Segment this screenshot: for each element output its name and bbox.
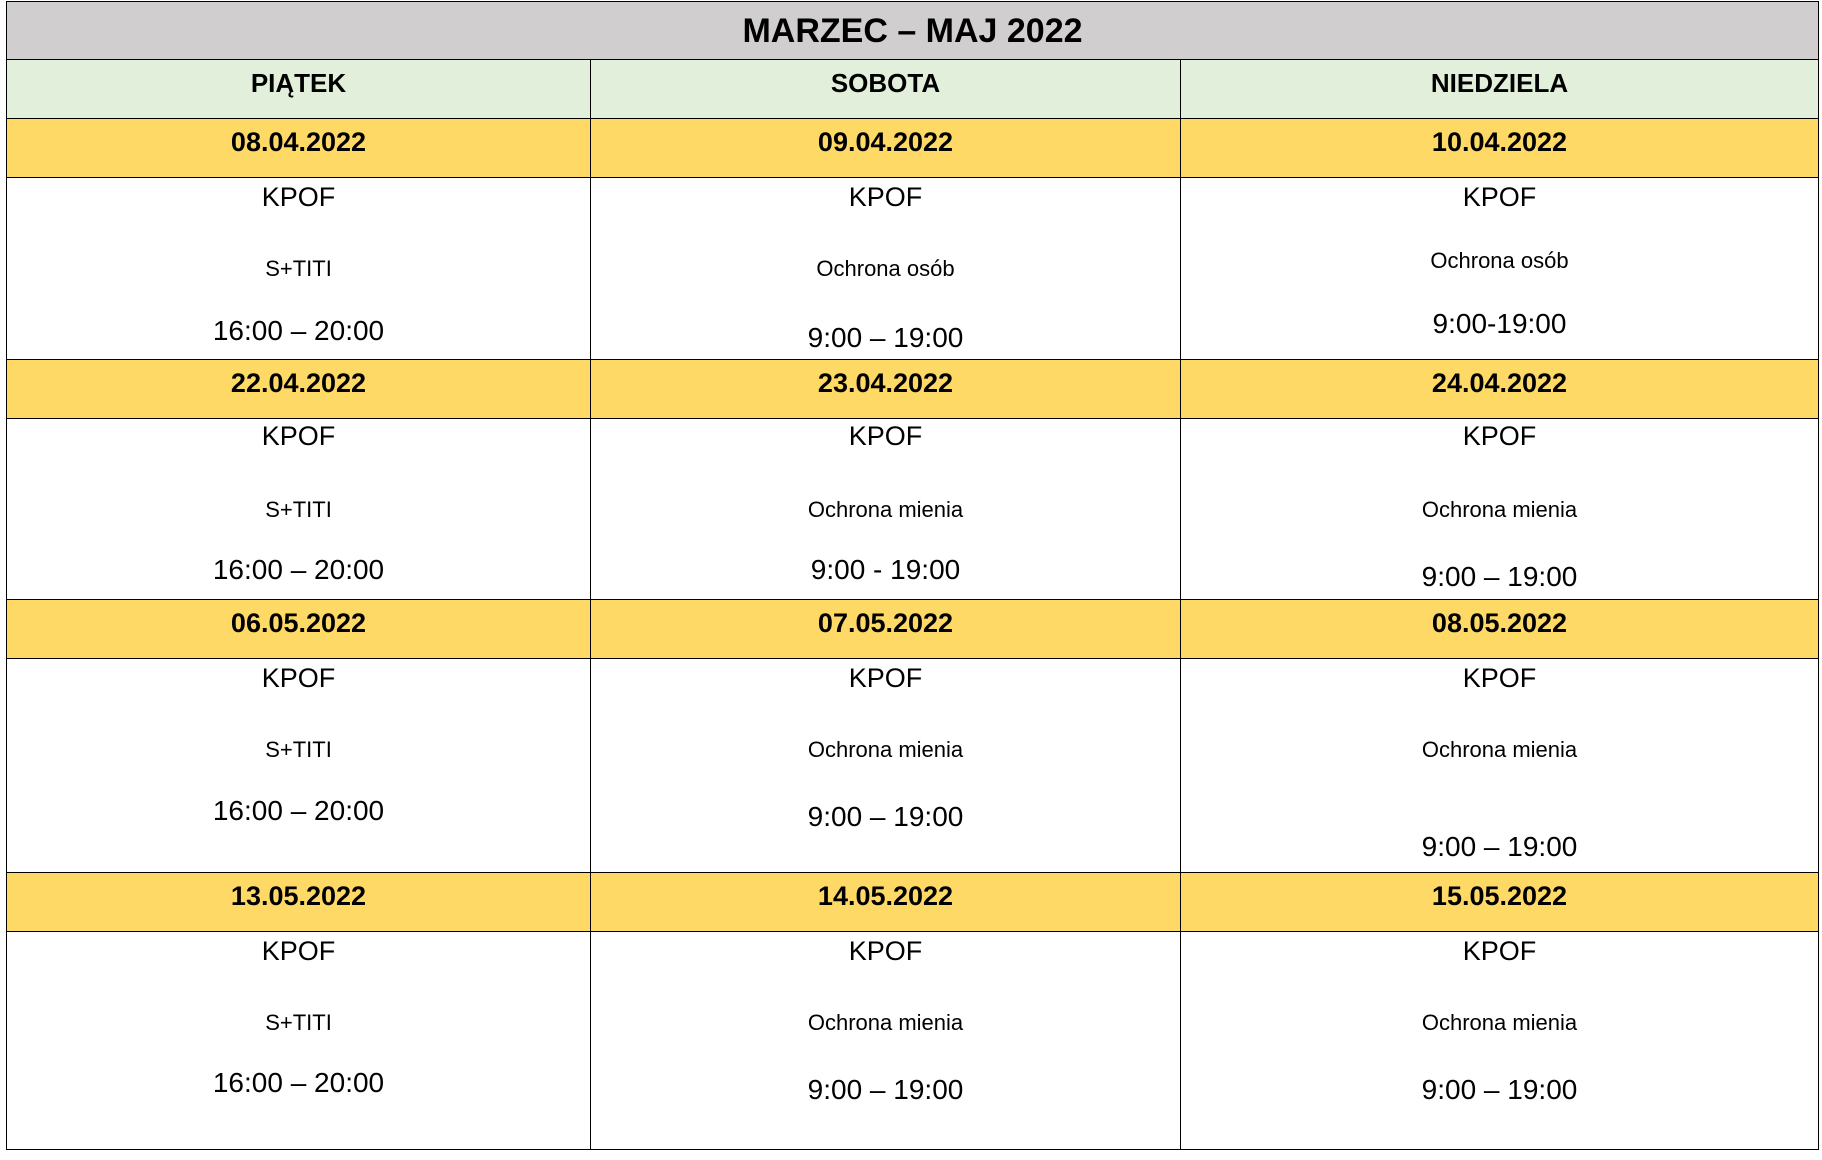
session-cell: KPOF Ochrona mienia 9:00 – 19:00 [590,931,1181,1150]
session-time: 9:00 - 19:00 [810,554,961,585]
date-cell: 09.04.2022 [590,118,1181,178]
date-row: 22.04.2022 23.04.2022 24.04.2022 [6,359,1819,419]
session-cell: KPOF S+TITI 16:00 – 20:00 [6,931,591,1150]
date-cell: 15.05.2022 [1180,872,1819,932]
session-cell: KPOF S+TITI 16:00 – 20:00 [6,177,591,360]
course-name: KPOF [261,182,336,212]
subject-name: S+TITI [265,737,332,762]
session-time: 9:00 – 19:00 [1421,561,1578,592]
session-row: KPOF S+TITI 16:00 – 20:00 KPOF Ochrona m… [6,658,1819,873]
subject-name: Ochrona mienia [807,1010,964,1035]
session-time: 9:00 – 19:00 [807,322,964,353]
date-cell: 08.04.2022 [6,118,591,178]
date-cell: 23.04.2022 [590,359,1181,419]
session-time: 16:00 – 20:00 [212,1067,385,1098]
session-time: 16:00 – 20:00 [212,795,385,826]
course-name: KPOF [261,421,336,451]
session-time: 9:00 – 19:00 [1421,1074,1578,1105]
subject-name: S+TITI [265,256,332,281]
date-row: 08.04.2022 09.04.2022 10.04.2022 [6,118,1819,178]
session-time: 9:00 – 19:00 [1421,831,1578,862]
session-time: 16:00 – 20:00 [212,315,385,346]
date-cell: 24.04.2022 [1180,359,1819,419]
subject-name: Ochrona osób [1430,248,1569,273]
session-row: KPOF S+TITI 16:00 – 20:00 KPOF Ochrona m… [6,418,1819,600]
subject-name: Ochrona mienia [807,737,964,762]
subject-name: S+TITI [265,1010,332,1035]
date-row: 13.05.2022 14.05.2022 15.05.2022 [6,872,1819,932]
session-cell: KPOF Ochrona mienia 9:00 - 19:00 [590,418,1181,600]
course-name: KPOF [848,421,923,451]
course-name: KPOF [261,663,336,693]
course-name: KPOF [1462,936,1537,966]
session-time: 9:00 – 19:00 [807,1074,964,1105]
session-time: 9:00-19:00 [1432,308,1567,339]
course-name: KPOF [848,936,923,966]
session-time: 16:00 – 20:00 [212,554,385,585]
date-cell: 22.04.2022 [6,359,591,419]
date-cell: 07.05.2022 [590,599,1181,659]
day-header-row: PIĄTEK SOBOTA NIEDZIELA [6,59,1819,119]
subject-name: Ochrona mienia [1421,497,1578,522]
schedule-table: MARZEC – MAJ 2022 PIĄTEK SOBOTA NIEDZIEL… [6,1,1819,1150]
title-row: MARZEC – MAJ 2022 [6,1,1819,60]
session-time: 9:00 – 19:00 [807,801,964,832]
subject-name: S+TITI [265,497,332,522]
subject-name: Ochrona osób [816,256,955,281]
course-name: KPOF [1462,182,1537,212]
session-cell: KPOF Ochrona osób 9:00 – 19:00 [590,177,1181,360]
page-title: MARZEC – MAJ 2022 [6,1,1819,60]
date-cell: 08.05.2022 [1180,599,1819,659]
course-name: KPOF [1462,663,1537,693]
day-header-sunday: NIEDZIELA [1180,59,1819,119]
session-cell: KPOF S+TITI 16:00 – 20:00 [6,418,591,600]
course-name: KPOF [261,936,336,966]
day-header-friday: PIĄTEK [6,59,591,119]
date-cell: 13.05.2022 [6,872,591,932]
session-cell: KPOF Ochrona mienia 9:00 – 19:00 [1180,418,1819,600]
date-row: 06.05.2022 07.05.2022 08.05.2022 [6,599,1819,659]
course-name: KPOF [1462,421,1537,451]
session-cell: KPOF Ochrona mienia 9:00 – 19:00 [1180,658,1819,873]
subject-name: Ochrona mienia [1421,1010,1578,1035]
day-header-saturday: SOBOTA [590,59,1181,119]
date-cell: 06.05.2022 [6,599,591,659]
session-row: KPOF S+TITI 16:00 – 20:00 KPOF Ochrona m… [6,931,1819,1150]
date-cell: 10.04.2022 [1180,118,1819,178]
date-cell: 14.05.2022 [590,872,1181,932]
session-cell: KPOF Ochrona mienia 9:00 – 19:00 [1180,931,1819,1150]
subject-name: Ochrona mienia [1421,737,1578,762]
course-name: KPOF [848,663,923,693]
session-cell: KPOF S+TITI 16:00 – 20:00 [6,658,591,873]
session-cell: KPOF Ochrona mienia 9:00 – 19:00 [590,658,1181,873]
session-row: KPOF S+TITI 16:00 – 20:00 KPOF Ochrona o… [6,177,1819,360]
subject-name: Ochrona mienia [807,497,964,522]
session-cell: KPOF Ochrona osób 9:00-19:00 [1180,177,1819,360]
course-name: KPOF [848,182,923,212]
